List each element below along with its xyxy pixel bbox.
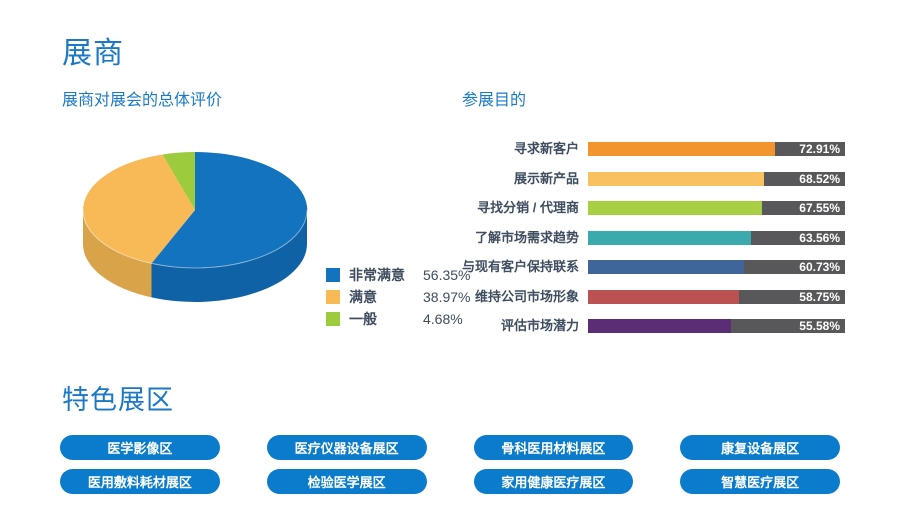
bar-fill [588, 260, 745, 274]
zone-button-orthopedic-materials[interactable]: 骨科医用材料展区 [473, 435, 634, 460]
bar: 60.73% [588, 260, 845, 274]
legend-label: 满意 [349, 289, 377, 305]
bar-chart: 寻求新客户 72.91% 展示新产品 68.52% 寻找分销 / 代理商 67.… [462, 142, 845, 349]
bar-label: 寻找分销 / 代理商 [477, 200, 579, 215]
bar: 55.58% [588, 319, 845, 333]
legend-item: 一般 4.68% [326, 311, 470, 327]
zone-button-medical-imaging[interactable]: 医学影像区 [60, 435, 220, 460]
featured-zones-title: 特色展区 [62, 385, 174, 415]
legend-swatch-very-satisfied [326, 268, 340, 282]
bar-row: 与现有客户保持联系 60.73% [462, 260, 845, 274]
bar-fill [588, 201, 762, 215]
bar-label: 与现有客户保持联系 [462, 259, 580, 274]
legend-item: 非常满意 56.35% [326, 267, 471, 283]
bar-label: 评估市场潜力 [500, 318, 579, 333]
bar: 58.75% [588, 289, 845, 304]
legend-label: 一般 [349, 311, 377, 327]
zone-button-laboratory-medicine[interactable]: 检验医学展区 [266, 469, 427, 494]
zone-button-smart-medical[interactable]: 智慧医疗展区 [680, 469, 840, 494]
bar-row: 评估市场潜力 55.58% [462, 319, 845, 333]
legend-item: 满意 38.97% [326, 289, 471, 305]
zone-button-home-healthcare[interactable]: 家用健康医疗展区 [473, 469, 634, 494]
bar-row: 寻找分销 / 代理商 67.55% [462, 201, 845, 215]
bar-row: 寻求新客户 72.91% [462, 142, 845, 156]
bar: 67.55% [588, 201, 845, 215]
bar-row: 了解市场需求趋势 63.56% [462, 229, 845, 245]
bar-row: 维持公司市场形象 58.75% [462, 288, 845, 304]
bar-value: 67.55% [799, 201, 840, 215]
exhibitors-section-title: 展商 [62, 37, 124, 70]
bar-value: 63.56% [799, 230, 840, 245]
legend-label: 非常满意 [349, 267, 405, 283]
bar-fill [588, 230, 752, 245]
bar-fill [588, 171, 765, 186]
bar-value: 58.75% [799, 289, 840, 304]
bar-fill [588, 289, 739, 304]
legend-value: 4.68% [423, 311, 463, 327]
featured-zones-grid: 医学影像区 医疗仪器设备展区 骨科医用材料展区 康复设备展区 医用敷料耗材展区 … [60, 435, 840, 494]
zone-button-rehab-equipment[interactable]: 康复设备展区 [680, 435, 840, 460]
bar-row: 展示新产品 68.52% [462, 170, 845, 186]
bar-label: 寻求新客户 [513, 141, 579, 156]
bar-value: 72.91% [799, 142, 840, 156]
bar: 68.52% [588, 171, 845, 186]
legend-value: 38.97% [423, 289, 471, 305]
pie-chart [82, 151, 308, 302]
bar-label: 展示新产品 [513, 170, 579, 186]
legend-swatch-satisfied [326, 290, 340, 304]
bar-value: 60.73% [799, 260, 840, 274]
bar-chart-title: 参展目的 [462, 92, 527, 109]
bar-fill [588, 142, 776, 156]
legend-swatch-average [326, 312, 340, 326]
bar-value: 55.58% [799, 319, 840, 333]
pie-chart-title: 展商对展会的总体评价 [62, 92, 223, 109]
bar: 63.56% [588, 230, 845, 245]
zone-button-dressings-consumables[interactable]: 医用敷料耗材展区 [60, 469, 220, 494]
bar-fill [588, 319, 731, 333]
bar: 72.91% [588, 142, 845, 156]
bar-value: 68.52% [799, 171, 840, 186]
zone-button-medical-instruments[interactable]: 医疗仪器设备展区 [266, 435, 427, 460]
bar-label: 维持公司市场形象 [474, 288, 579, 304]
pie-legend: 非常满意 56.35% 满意 38.97% 一般 4.68% [326, 267, 471, 334]
legend-value: 56.35% [423, 267, 471, 283]
bar-label: 了解市场需求趋势 [474, 229, 579, 245]
